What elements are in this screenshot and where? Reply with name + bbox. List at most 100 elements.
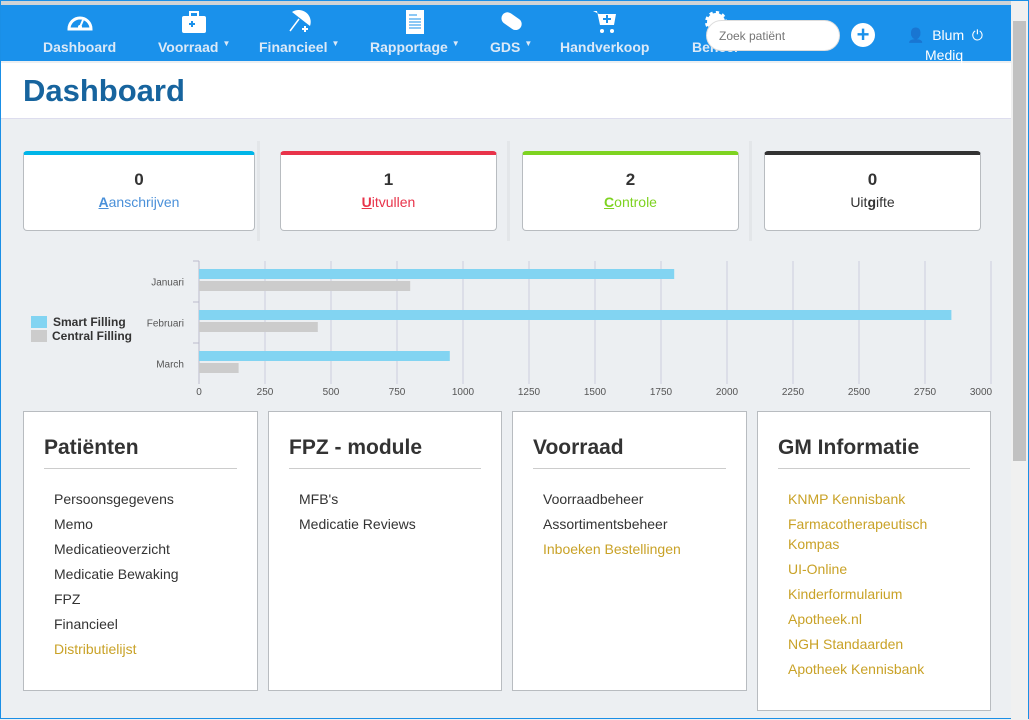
bar-smart-filling: [199, 269, 675, 279]
user-name: Blum: [932, 27, 965, 43]
nav-label: Handverkoop: [560, 39, 650, 55]
user-menu[interactable]: 👤 Blum ⏻: [907, 27, 983, 44]
y-tick-label: March: [156, 360, 184, 371]
page-header: Dashboard: [1, 63, 1011, 119]
panel-title: GM Informatie: [778, 436, 970, 469]
scrollbar[interactable]: [1011, 1, 1028, 720]
nav-label: GDS: [490, 39, 521, 55]
nav-dashboard[interactable]: Dashboard: [43, 9, 116, 55]
report-icon: [370, 9, 460, 35]
scrollbar-thumb[interactable]: [1013, 21, 1026, 461]
label-key: g: [867, 194, 876, 210]
x-tick-label: 3000: [970, 387, 993, 398]
panel-fpz-module: FPZ - module MFB's Medicatie Reviews: [268, 411, 502, 691]
label-key: A: [98, 194, 109, 210]
bar-central-filling: [199, 363, 239, 373]
label-key: U: [361, 194, 372, 210]
legend-label: Smart Filling: [53, 315, 126, 329]
nav-handverkoop[interactable]: Handverkoop: [560, 9, 649, 55]
nav-voorraad[interactable]: Voorraad ▼: [158, 9, 230, 55]
panel-link[interactable]: Distributielijst: [54, 641, 137, 657]
power-icon[interactable]: ⏻: [971, 27, 983, 43]
nav-label: Rapportage: [370, 39, 448, 55]
panel-title: Voorraad: [533, 436, 726, 469]
gauge-icon: [43, 9, 116, 35]
status-card[interactable]: 1 Uitvullen: [280, 151, 497, 231]
x-tick-label: 2000: [716, 387, 739, 398]
x-tick-label: 1250: [518, 387, 541, 398]
status-count: 0: [867, 170, 878, 189]
status-link[interactable]: Controle: [523, 194, 738, 210]
panel-link[interactable]: Persoonsgegevens: [54, 491, 174, 507]
panel-link[interactable]: UI-Online: [788, 561, 848, 577]
patient-search-input[interactable]: [706, 20, 840, 51]
label-key: C: [604, 194, 615, 210]
panel-link[interactable]: Medicatie Bewaking: [54, 566, 179, 582]
nav-gds[interactable]: GDS ▼: [490, 9, 532, 55]
x-tick-label: 1000: [452, 387, 475, 398]
x-tick-label: 0: [196, 387, 202, 398]
panel-link[interactable]: MFB's: [299, 491, 339, 507]
bar-smart-filling: [199, 310, 952, 320]
caret-down-icon: ▼: [222, 39, 231, 48]
caret-down-icon: ▼: [451, 39, 460, 48]
medkit-icon: [158, 9, 230, 35]
nav-label: Voorraad: [158, 39, 219, 55]
add-patient-button[interactable]: +: [851, 23, 875, 47]
status-link[interactable]: Uitvullen: [281, 194, 496, 210]
x-tick-label: 500: [323, 387, 340, 398]
panel-pati-nten: Patiënten Persoonsgegevens Memo Medicatieov…: [23, 411, 258, 691]
legend-swatch: [31, 316, 47, 328]
status-card[interactable]: 0 Aanschrijven: [23, 151, 255, 231]
panel-link[interactable]: Assortimentsbeheer: [543, 516, 668, 532]
panel-link[interactable]: Apotheek Kennisbank: [788, 661, 925, 677]
panel-link[interactable]: Financieel: [54, 616, 118, 632]
x-tick-label: 750: [389, 387, 406, 398]
panel-link[interactable]: Kinderformularium: [788, 586, 903, 602]
panel-link[interactable]: Medicatieoverzicht: [54, 541, 170, 557]
nav-financieel[interactable]: Financieel ▼: [259, 9, 339, 55]
status-card[interactable]: 2 Controle: [522, 151, 739, 231]
status-card[interactable]: 0 Uitgifte: [764, 151, 981, 231]
status-link[interactable]: Aanschrijven: [24, 194, 254, 210]
status-count: 0: [134, 170, 144, 189]
status-link[interactable]: Uitgifte: [765, 194, 980, 210]
divider: [257, 141, 260, 241]
top-navbar: BeheerHandverkoopGDS▼Rapportage▼Financie…: [1, 1, 1011, 63]
panel-link[interactable]: KNMP Kennisbank: [788, 491, 906, 507]
panel-voorraad: Voorraad Voorraadbeheer Assortimentsbeheer…: [512, 411, 747, 691]
x-tick-label: 2250: [782, 387, 805, 398]
panel-link[interactable]: Apotheek.nl: [788, 611, 862, 627]
legend-label: Central Filling: [52, 329, 132, 343]
panel-link[interactable]: FPZ: [54, 591, 81, 607]
panel-link[interactable]: Farmacotherapeutisch Kompas: [788, 516, 928, 552]
panel-link[interactable]: Memo: [54, 516, 93, 532]
bar-chart: 0 250 500 750 1000 1250 1500 1750 2000 2250 2500 27…: [31, 260, 993, 398]
x-tick-label: 2750: [914, 387, 937, 398]
x-tick-label: 250: [257, 387, 274, 398]
caret-down-icon: ▼: [331, 39, 340, 48]
panel-link[interactable]: Inboeken Bestellingen: [543, 541, 681, 557]
panel-gm-informatie: GM Informatie KNMP Kennisbank Farmacothera…: [757, 411, 991, 711]
caret-down-icon: ▼: [524, 39, 533, 48]
org-name: Mediq: [925, 47, 964, 63]
panel-title: Patiënten: [44, 436, 237, 469]
nav-rapportage[interactable]: Rapportage ▼: [370, 9, 460, 55]
pills-icon: [490, 9, 532, 35]
label-part: ontrole: [614, 194, 657, 210]
user-icon: 👤: [907, 27, 925, 43]
cart-icon: [560, 9, 649, 35]
x-tick-label: 1500: [584, 387, 607, 398]
panel-title: FPZ - module: [289, 436, 481, 469]
umbrella-icon: [259, 9, 339, 35]
panel-link[interactable]: NGH Standaarden: [788, 636, 904, 652]
status-count: 1: [383, 170, 394, 189]
panel-link[interactable]: Medicatie Reviews: [299, 516, 416, 532]
panel-link[interactable]: Voorraadbeheer: [543, 491, 644, 507]
legend-swatch: [31, 330, 47, 342]
bar-smart-filling: [199, 351, 450, 361]
x-tick-label: 1750: [650, 387, 673, 398]
divider: [507, 141, 510, 241]
label-part: itvullen: [371, 194, 416, 210]
label-part: ifte: [876, 194, 895, 210]
